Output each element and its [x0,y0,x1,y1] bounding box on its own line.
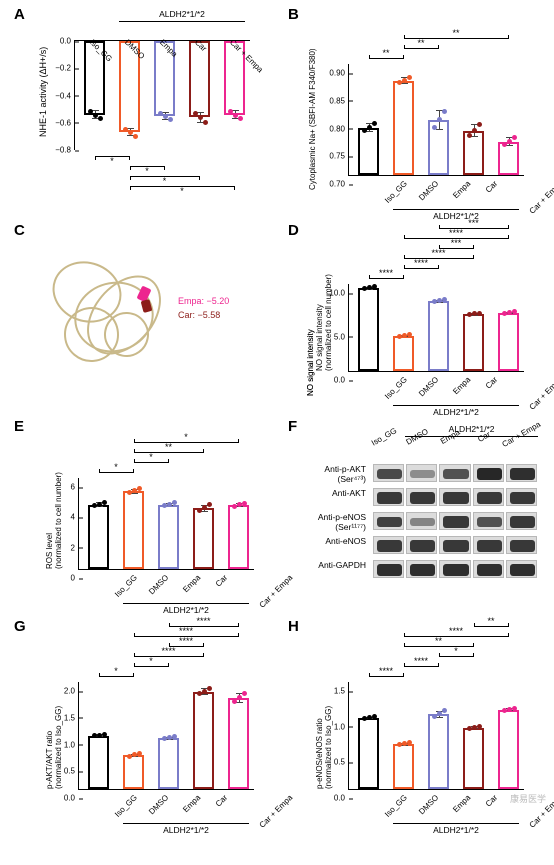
panel-e-plot: 0246Iso_GGDMSOEmpaCarCar + EmpaALDH2*1/*… [78,478,254,570]
bar [228,698,250,789]
panel-label-g: G [14,618,26,635]
panel-c: Empa: −5.20 Car: −5.58 [38,246,248,404]
panel-label-b: B [288,6,299,23]
bar [193,692,215,789]
bar [88,736,110,790]
panel-d-plot: 0.05.010.0Iso_GGDMSOEmpaCarCar + EmpaALD… [348,284,524,372]
panel-e: 0246Iso_GGDMSOEmpaCarCar + EmpaALDH2*1/*… [30,434,260,612]
panel-b: Cytoplasmic Na+ (SBFI-AM F340/F380) 0.70… [300,22,538,207]
bar [88,505,110,569]
panel-label-c: C [14,222,25,239]
bar [498,710,520,789]
bar [463,728,485,789]
bar [498,142,520,175]
bar [428,714,450,789]
panel-label-f: F [288,418,297,435]
bar [463,131,485,175]
panel-h: 0.00.51.01.5Iso_GGDMSOEmpaCarCar + EmpaA… [300,632,538,842]
panel-a-plot: 0.0−0.2−0.4−0.6−0.8Iso_GGDMSOEmpaCarCar … [74,40,250,150]
panel-f: Iso_GGDMSOEmpaCarCar + EmpaALDH2*1/*2Ant… [300,434,544,612]
panel-g-plot: 0.00.51.01.52.0Iso_GGDMSOEmpaCarCar + Em… [78,682,254,790]
panel-f-blots: Iso_GGDMSOEmpaCarCar + EmpaALDH2*1/*2Ant… [372,464,538,594]
bar [358,718,380,789]
panel-label-a: A [14,6,25,23]
bar [498,313,520,371]
watermark: 康易医学 [510,792,546,805]
bar [189,41,211,117]
bar [228,505,250,569]
bar [193,508,215,569]
bar [463,314,485,371]
panel-d: NO signal intensity NO signal intensity … [300,238,538,416]
panel-g: 0.00.51.01.52.0Iso_GGDMSOEmpaCarCar + Em… [30,632,260,842]
bar [393,81,415,175]
panel-a: NHE-1 activity (ΔH+/s) 0.0−0.2−0.4−0.6−0… [30,22,260,207]
panel-b-plot: 0.700.750.800.850.90Iso_GGDMSOEmpaCarCar… [348,64,524,176]
bar [358,128,380,175]
panel-h-plot: 0.00.51.01.5Iso_GGDMSOEmpaCarCar + EmpaA… [348,682,524,790]
panel-label-h: H [288,618,299,635]
bar [123,491,145,569]
protein-structure [44,252,174,382]
panel-label-e: E [14,418,24,435]
bar [158,505,180,569]
bar [393,744,415,789]
panel-label-d: D [288,222,299,239]
bar [358,288,380,371]
bar [158,738,180,789]
panel-d-ylabel-2: NO signal intensity [306,329,315,396]
panel-c-anno-empa: Empa: −5.20 [178,296,229,306]
panel-c-anno-car: Car: −5.58 [178,310,220,320]
bar [428,301,450,371]
panel-b-ylabel: Cytoplasmic Na+ (SBFI-AM F340/F380) [308,48,317,190]
bar [393,336,415,371]
panel-a-ylabel: NHE-1 activity (ΔH+/s) [38,47,48,137]
bar [123,755,145,789]
